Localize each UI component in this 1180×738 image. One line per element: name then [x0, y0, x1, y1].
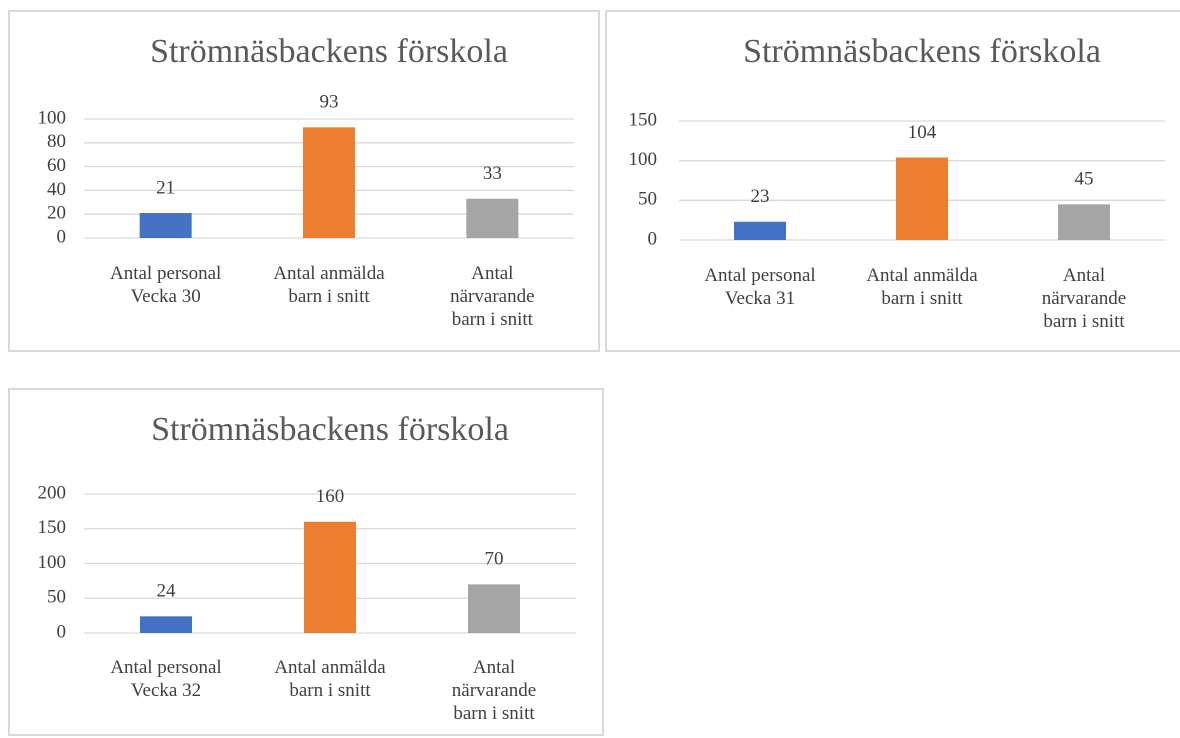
- chart-svg: Strömnäsbackens förskola 0 50 100 150 200 24 16…: [38, 411, 576, 642]
- data-label: 104: [908, 122, 937, 143]
- y-tick-label: 100: [38, 107, 67, 128]
- data-label: 93: [320, 92, 339, 113]
- chart: Strömnäsbackens förskola 0 50 100 150 23 104 45…: [605, 10, 1180, 352]
- data-label: 24: [157, 581, 177, 602]
- bar: [1058, 204, 1110, 240]
- y-tick-label: 200: [38, 482, 67, 503]
- bar: [468, 584, 520, 633]
- chart-title: Strömnäsbackens förskola: [743, 33, 1101, 70]
- y-tick-label: 80: [47, 131, 66, 152]
- data-label: 70: [485, 549, 504, 570]
- chart-title: Strömnäsbackens förskola: [150, 33, 508, 70]
- chart-title: Strömnäsbackens förskola: [151, 411, 509, 448]
- x-tick-label: Antal personal Vecka 31: [704, 265, 816, 309]
- x-tick-label: Antal anmälda barn i snitt: [274, 657, 386, 701]
- data-label: 23: [751, 186, 770, 207]
- chart: Strömnäsbackens förskola 0 20 40 60 80 100 21 93…: [8, 10, 600, 352]
- y-tick-label: 60: [47, 155, 66, 176]
- bar: [139, 213, 192, 238]
- bar: [734, 221, 786, 240]
- y-tick-label: 100: [629, 149, 658, 170]
- y-tick-label: 100: [38, 552, 67, 573]
- chart: Strömnäsbackens förskola 0 50 100 150 200 24 16…: [8, 388, 604, 736]
- y-tick-label: 150: [629, 109, 658, 130]
- bar: [303, 127, 355, 238]
- y-tick-label: 40: [47, 179, 66, 200]
- y-tick-label: 50: [47, 587, 66, 608]
- y-tick-label: 150: [38, 517, 67, 538]
- chart-svg: Strömnäsbackens förskola 0 50 100 150 23 104 45: [629, 33, 1165, 249]
- x-tick-label: Antal anmälda barn i snitt: [273, 263, 385, 307]
- y-tick-label: 0: [648, 228, 658, 249]
- data-label: 160: [316, 486, 345, 507]
- bar: [896, 157, 948, 240]
- x-tick-label: Antal personal Vecka 32: [110, 657, 222, 701]
- y-tick-label: 0: [57, 621, 67, 642]
- x-tick-label: Antal personal Vecka 30: [109, 263, 222, 307]
- y-tick-label: 50: [638, 189, 657, 210]
- bar: [466, 198, 519, 238]
- x-tick-label: Antal närvarande barn i snitt: [1041, 265, 1127, 332]
- x-tick-label: Antal närvarande barn i snitt: [451, 657, 537, 724]
- data-label: 33: [483, 163, 502, 184]
- data-label: 21: [156, 177, 175, 198]
- data-label: 45: [1075, 169, 1094, 190]
- bar: [304, 521, 356, 633]
- x-tick-label: Antal närvarande barn i snitt: [450, 263, 535, 330]
- y-tick-label: 20: [47, 203, 66, 224]
- x-tick-label: Antal anmälda barn i snitt: [866, 265, 978, 309]
- y-tick-label: 0: [57, 226, 67, 247]
- chart-svg: Strömnäsbackens förskola 020 40 60 80 100 21 93…: [38, 33, 574, 247]
- bar: [140, 616, 192, 633]
